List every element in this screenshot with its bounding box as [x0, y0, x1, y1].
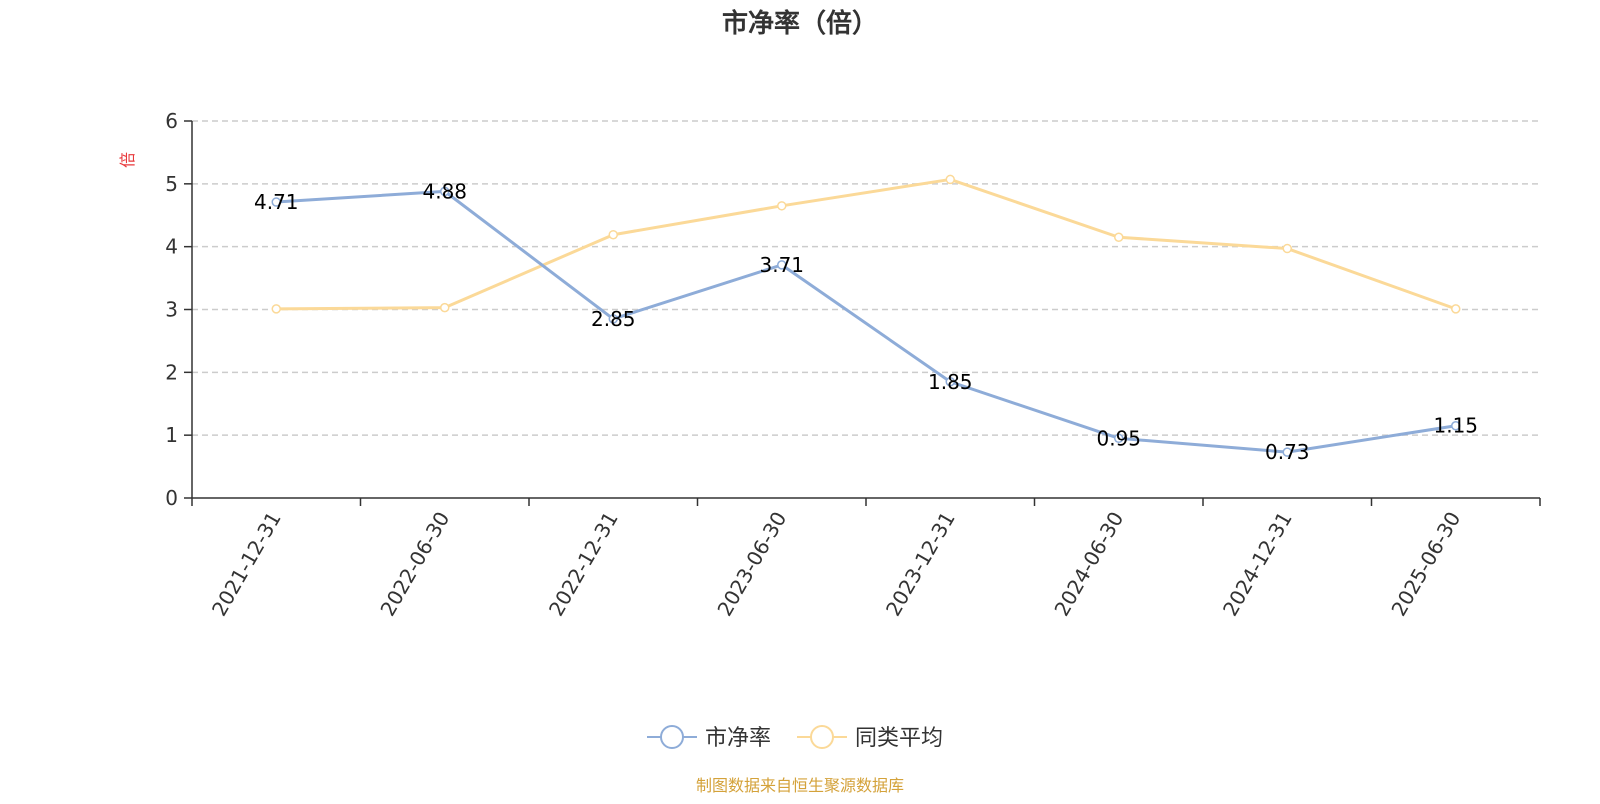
- data-point[interactable]: [271, 304, 281, 314]
- data-point[interactable]: [608, 229, 618, 240]
- y-tick-label: 5: [165, 172, 178, 196]
- data-source-note: 制图数据来自恒生聚源数据库: [696, 776, 904, 795]
- x-tick-label: 2024-06-30: [1049, 508, 1128, 621]
- data-label: 1.85: [928, 370, 973, 394]
- x-tick-label: 2024-12-31: [1218, 508, 1297, 621]
- data-label: 4.71: [254, 190, 299, 214]
- y-tick-label: 2: [165, 360, 178, 384]
- legend-label: 同类平均: [855, 726, 943, 751]
- data-point[interactable]: [1114, 433, 1124, 444]
- legend-item-peer-average[interactable]: 同类平均: [797, 725, 943, 751]
- data-labels: 4.71 4.88 2.85 3.71 1.85 0.95 0.73 1.15: [254, 179, 1478, 464]
- data-point[interactable]: [440, 302, 450, 313]
- data-label: 1.15: [1433, 414, 1478, 438]
- legend-marker-icon: [810, 725, 834, 749]
- x-tick-label: 2023-12-31: [881, 508, 960, 621]
- data-label: 0.73: [1265, 440, 1310, 464]
- x-tick-label: 2022-06-30: [375, 508, 454, 621]
- x-tick-label: 2021-12-31: [207, 508, 286, 621]
- data-point[interactable]: [945, 377, 955, 387]
- legend-item-pb-ratio[interactable]: 市净率: [647, 725, 771, 751]
- grid-lines: [192, 120, 1540, 436]
- data-point[interactable]: [1114, 232, 1124, 242]
- data-label: 0.95: [1096, 426, 1141, 450]
- series-pb-ratio: [271, 186, 1461, 457]
- y-tick-label: 6: [165, 109, 178, 133]
- legend-label: 市净率: [705, 726, 771, 751]
- x-tick-label: 2025-06-30: [1386, 508, 1465, 621]
- data-point[interactable]: [271, 197, 281, 207]
- series-lines: [271, 174, 1461, 457]
- y-tick-label: 0: [165, 486, 178, 510]
- data-point[interactable]: [945, 174, 955, 185]
- data-point[interactable]: [1451, 420, 1461, 431]
- y-tick-label: 4: [165, 235, 178, 259]
- data-label: 2.85: [591, 307, 636, 331]
- data-point[interactable]: [608, 314, 618, 324]
- axes: 0 1 2 3 4 5 6 2021-12-31 2022-06-30 2022-12-31 202…: [165, 109, 1541, 621]
- series-line: [276, 189, 1456, 454]
- data-point[interactable]: [440, 186, 450, 197]
- x-tick-label: 2023-06-30: [712, 508, 791, 621]
- x-tick-label: 2022-12-31: [544, 508, 623, 621]
- chart-title: 市净率（倍）: [722, 8, 878, 39]
- y-tick-label: 3: [165, 298, 178, 322]
- y-tick-label: 1: [165, 423, 178, 447]
- data-point[interactable]: [1282, 243, 1292, 254]
- data-label: 3.71: [759, 253, 804, 277]
- data-point[interactable]: [777, 201, 787, 211]
- series-line: [276, 177, 1457, 311]
- y-axis-unit-label: 倍: [118, 152, 137, 168]
- data-point[interactable]: [1451, 304, 1461, 314]
- data-point[interactable]: [1282, 447, 1292, 457]
- data-point[interactable]: [777, 260, 787, 270]
- legend[interactable]: 市净率 同类平均: [647, 725, 943, 751]
- legend-marker-icon: [660, 725, 684, 749]
- series-peer-average: [271, 174, 1461, 314]
- data-label: 4.88: [422, 179, 467, 203]
